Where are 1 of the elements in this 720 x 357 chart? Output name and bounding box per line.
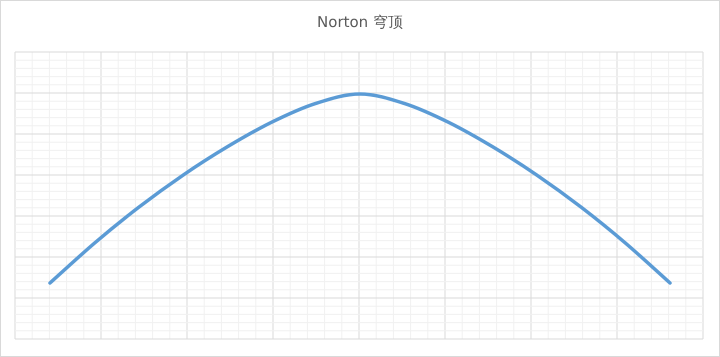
chart-title: Norton 穹顶	[317, 13, 403, 31]
